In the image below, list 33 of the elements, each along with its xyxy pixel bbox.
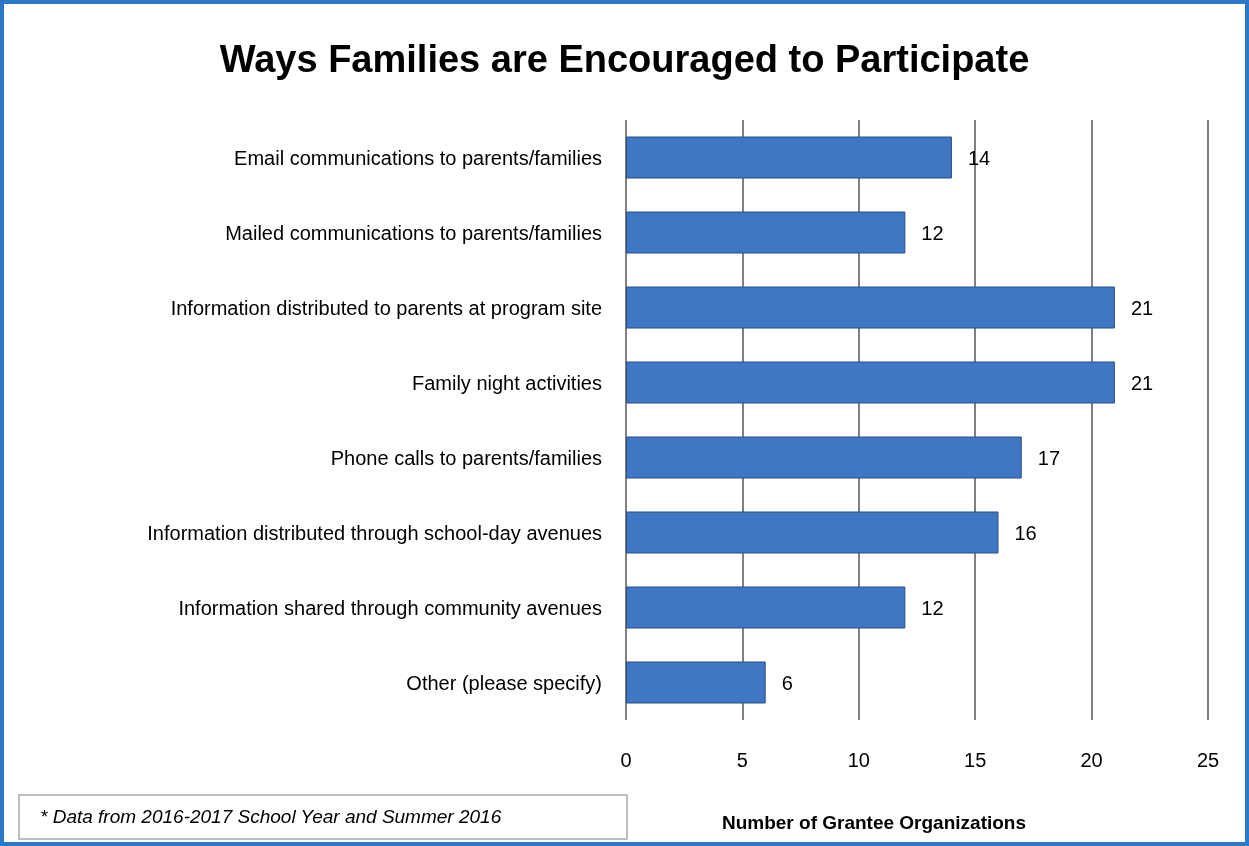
x-tick-label: 25: [1196, 749, 1220, 771]
bar: [626, 361, 1115, 404]
x-tick-label: 15: [964, 749, 987, 771]
x-axis-title: Number of Grantee Organizations: [720, 812, 1027, 834]
data-label: 21: [1130, 371, 1154, 394]
data-label: 21: [1130, 296, 1154, 319]
chart-title: Ways Families are Encouraged to Participate: [219, 38, 1030, 80]
y-tick-label: Information distributed through school-day avenues: [147, 521, 602, 544]
bar: [626, 211, 906, 254]
y-tick-label: Phone calls to parents/families: [330, 446, 602, 469]
y-tick-label: Mailed communications to parents/families: [225, 221, 602, 244]
bar: [626, 436, 1022, 479]
text: * Data from 2016-2017 School Year and Summer 2016: [18, 794, 628, 840]
data-label: 16: [1014, 521, 1037, 544]
y-tick-label: Information distributed to parents at program site: [170, 296, 602, 319]
bar: [626, 661, 766, 704]
y-tick-label: Email communications to parents/families: [234, 146, 602, 169]
data-label: 6: [781, 671, 793, 694]
data-label: 12: [921, 596, 944, 619]
x-tick-label: 20: [1080, 749, 1103, 771]
data-label: 14: [967, 146, 991, 169]
x-tick-label: 0: [620, 749, 632, 771]
bar: [626, 586, 906, 629]
data-label: 17: [1037, 446, 1061, 469]
y-tick-label: Family night activities: [411, 371, 602, 394]
bar: [626, 136, 952, 179]
x-tick-label: 5: [736, 749, 748, 771]
bar: [626, 511, 999, 554]
x-tick-label: 10: [847, 749, 870, 771]
y-tick-label: Other (please specify): [406, 671, 602, 694]
data-label: 12: [921, 221, 944, 244]
bar: [626, 286, 1115, 329]
y-tick-label: Information shared through community avenues: [178, 596, 602, 619]
